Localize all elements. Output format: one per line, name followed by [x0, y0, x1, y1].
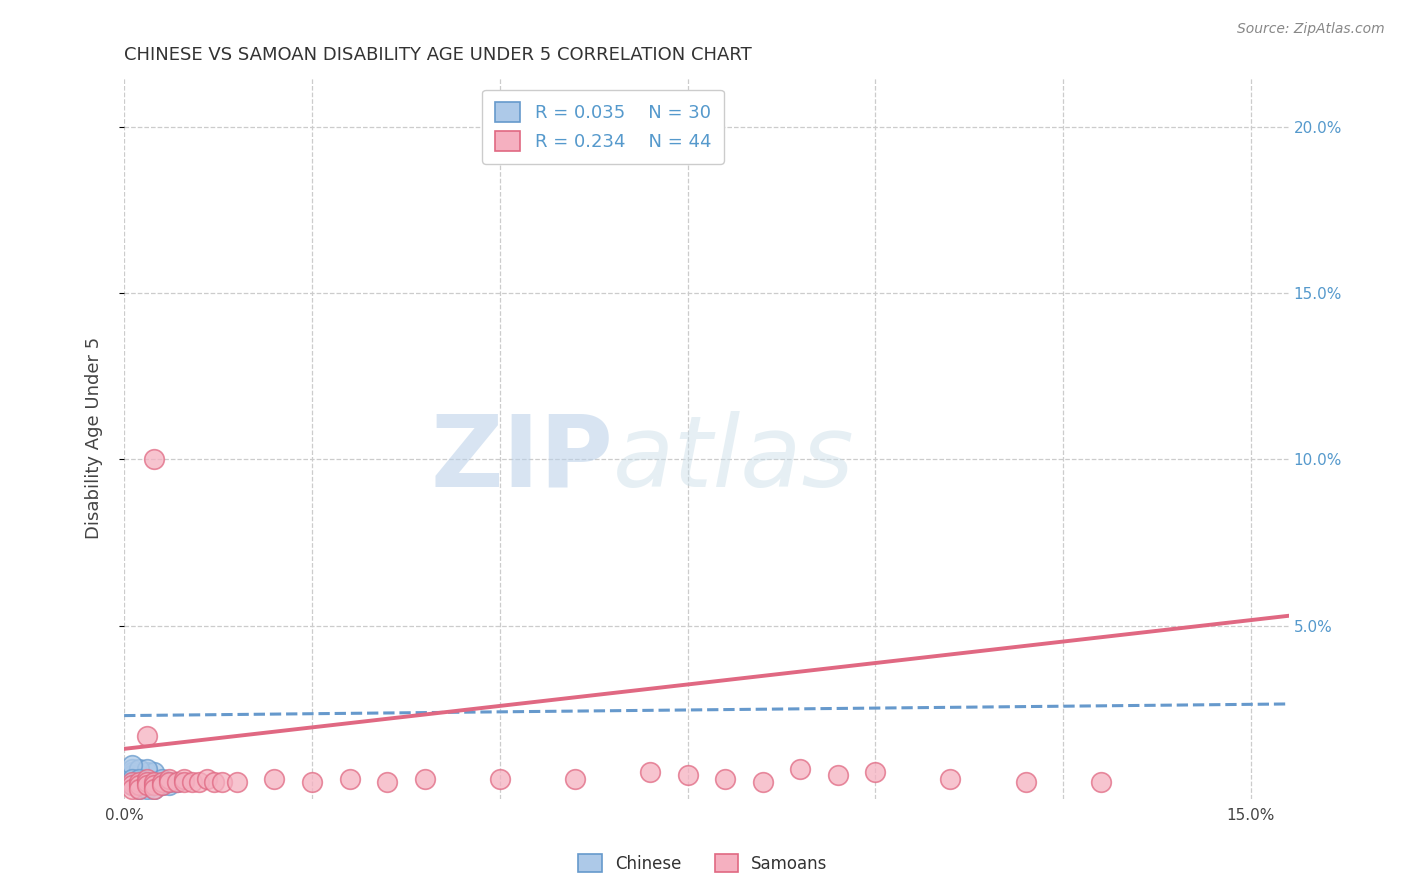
Point [339, 772, 361, 786]
Point [128, 781, 150, 796]
Point [143, 765, 166, 780]
Point [135, 772, 157, 786]
Text: CHINESE VS SAMOAN DISABILITY AGE UNDER 5 CORRELATION CHART: CHINESE VS SAMOAN DISABILITY AGE UNDER 5… [124, 46, 752, 64]
Point [135, 779, 157, 793]
Point [751, 775, 773, 789]
Point [121, 765, 143, 780]
Point [128, 781, 150, 796]
Point [128, 768, 150, 782]
Text: atlas: atlas [613, 411, 855, 508]
Point [1090, 775, 1112, 789]
Point [157, 775, 180, 789]
Text: Source: ZipAtlas.com: Source: ZipAtlas.com [1237, 22, 1385, 37]
Point [157, 772, 180, 786]
Point [195, 772, 218, 786]
Point [202, 775, 225, 789]
Point [714, 772, 737, 786]
Point [128, 779, 150, 793]
Point [121, 779, 143, 793]
Y-axis label: Disability Age Under 5: Disability Age Under 5 [86, 336, 103, 539]
Point [157, 779, 180, 793]
Point [121, 768, 143, 782]
Point [150, 772, 173, 786]
Point [638, 765, 661, 780]
Point [150, 779, 173, 793]
Point [135, 729, 157, 743]
Point [128, 779, 150, 793]
Point [225, 775, 247, 789]
Point [128, 775, 150, 789]
Point [789, 762, 811, 776]
Point [488, 772, 510, 786]
Point [166, 775, 188, 789]
Point [121, 762, 143, 776]
Point [143, 452, 166, 467]
Point [135, 765, 157, 780]
Point [135, 781, 157, 796]
Point [128, 762, 150, 776]
Point [157, 775, 180, 789]
Point [143, 779, 166, 793]
Point [180, 775, 202, 789]
Point [150, 775, 173, 789]
Point [121, 772, 143, 786]
Point [128, 772, 150, 786]
Point [301, 775, 323, 789]
Legend: Chinese, Samoans: Chinese, Samoans [572, 847, 834, 880]
Point [166, 775, 188, 789]
Point [188, 775, 211, 789]
Point [135, 762, 157, 776]
Point [375, 775, 398, 789]
Point [143, 779, 166, 793]
Point [173, 775, 195, 789]
Point [128, 772, 150, 786]
Point [121, 781, 143, 796]
Point [1014, 775, 1036, 789]
Point [135, 779, 157, 793]
Point [135, 775, 157, 789]
Point [121, 779, 143, 793]
Point [150, 779, 173, 793]
Point [827, 768, 849, 782]
Point [128, 775, 150, 789]
Point [143, 781, 166, 796]
Point [564, 772, 586, 786]
Text: ZIP: ZIP [430, 411, 613, 508]
Point [135, 775, 157, 789]
Point [173, 772, 195, 786]
Point [121, 775, 143, 789]
Point [143, 775, 166, 789]
Point [150, 775, 173, 789]
Point [939, 772, 962, 786]
Point [121, 758, 143, 772]
Point [143, 775, 166, 789]
Point [413, 772, 436, 786]
Point [135, 772, 157, 786]
Point [865, 765, 887, 780]
Point [211, 775, 233, 789]
Point [143, 781, 166, 796]
Point [676, 768, 699, 782]
Point [121, 775, 143, 789]
Point [263, 772, 285, 786]
Legend: R = 0.035    N = 30, R = 0.234    N = 44: R = 0.035 N = 30, R = 0.234 N = 44 [482, 89, 724, 163]
